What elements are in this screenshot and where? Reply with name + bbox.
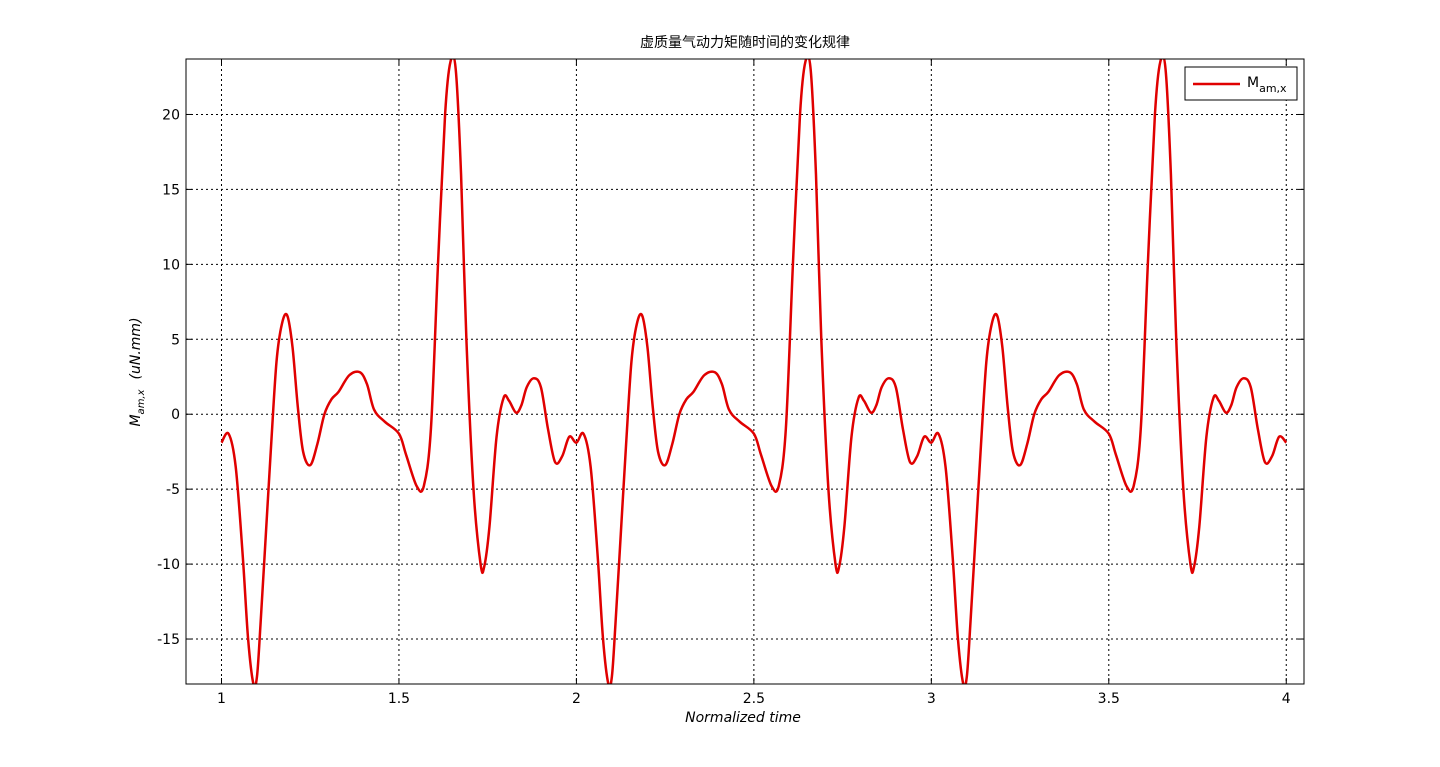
y-axis-label-main: M xyxy=(128,414,144,426)
y-axis-label: Mam,x (uN.mm) xyxy=(128,317,147,426)
chart-title: 虚质量气动力矩随时间的变化规律 xyxy=(640,35,850,51)
plot-area xyxy=(186,59,1304,684)
y-tick-label: 15 xyxy=(162,182,180,198)
legend-entry-main: M xyxy=(1247,75,1259,91)
x-tick-label: 2.5 xyxy=(743,691,765,707)
axis-ticks: 1 1.5 2 2.5 3 3.5 4 -15 -10 -5 0 5 10 15 20 xyxy=(157,59,1304,707)
y-tick-label: 5 xyxy=(171,332,180,348)
x-tick-label: 2 xyxy=(572,691,581,707)
x-tick-label: 3.5 xyxy=(1098,691,1120,707)
y-axis-label-unit: (uN.mm) xyxy=(128,317,144,379)
legend: Mam,x xyxy=(1184,66,1298,101)
y-axis-label-sub: am,x xyxy=(136,389,147,414)
y-tick-label: -5 xyxy=(166,482,180,498)
x-axis-label: Normalized time xyxy=(685,710,801,726)
legend-entry-label: Mam,x xyxy=(1247,75,1287,95)
y-tick-label: 10 xyxy=(162,257,180,273)
series-line xyxy=(220,59,1288,684)
grid-lines xyxy=(186,59,1304,684)
plot-frame xyxy=(185,58,1305,685)
series-layer xyxy=(220,59,1288,684)
svg-text:Mam,x(uN.mm): Mam,x (uN.mm) xyxy=(128,317,147,426)
x-tick-label: 1 xyxy=(217,691,226,707)
y-tick-label: 0 xyxy=(171,407,180,423)
legend-entry-sub: am,x xyxy=(1259,82,1287,95)
x-tick-label: 1.5 xyxy=(388,691,410,707)
x-tick-label: 4 xyxy=(1282,691,1291,707)
y-tick-label: 20 xyxy=(162,107,180,123)
x-tick-label: 3 xyxy=(927,691,936,707)
y-tick-label: -10 xyxy=(157,557,180,573)
y-tick-label: -15 xyxy=(157,632,180,648)
